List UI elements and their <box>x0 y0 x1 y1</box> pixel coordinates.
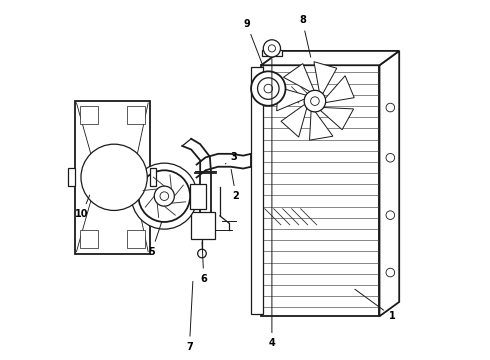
Polygon shape <box>320 108 354 130</box>
Circle shape <box>81 144 147 211</box>
Circle shape <box>386 153 394 162</box>
Text: 6: 6 <box>200 242 207 284</box>
Bar <box>251 67 263 315</box>
Bar <box>261 65 379 316</box>
Circle shape <box>263 40 280 57</box>
Polygon shape <box>277 87 306 111</box>
Circle shape <box>386 103 394 112</box>
Text: 3: 3 <box>225 152 238 164</box>
Bar <box>68 168 74 186</box>
Circle shape <box>139 170 190 222</box>
Bar <box>80 107 98 125</box>
Circle shape <box>304 90 326 112</box>
Polygon shape <box>310 111 333 140</box>
Polygon shape <box>284 64 314 91</box>
Text: 10: 10 <box>75 195 90 219</box>
Text: 7: 7 <box>186 282 193 352</box>
Text: 4: 4 <box>269 59 275 348</box>
Circle shape <box>251 71 286 106</box>
Bar <box>126 107 145 125</box>
Text: 1: 1 <box>355 289 395 321</box>
Polygon shape <box>379 51 399 316</box>
Bar <box>126 230 145 248</box>
Circle shape <box>386 268 394 277</box>
Polygon shape <box>281 104 307 137</box>
Polygon shape <box>314 62 337 94</box>
Circle shape <box>311 97 319 105</box>
Text: 9: 9 <box>244 19 264 68</box>
Circle shape <box>154 186 174 206</box>
Bar <box>150 168 156 186</box>
Polygon shape <box>325 76 354 103</box>
Bar <box>190 184 206 209</box>
Polygon shape <box>261 51 399 65</box>
Circle shape <box>131 163 197 229</box>
Circle shape <box>386 211 394 220</box>
Circle shape <box>160 192 169 201</box>
Circle shape <box>264 84 272 93</box>
Text: 2: 2 <box>231 170 240 201</box>
Text: 5: 5 <box>148 222 162 257</box>
Circle shape <box>269 45 275 52</box>
Bar <box>80 230 98 248</box>
Bar <box>262 50 282 56</box>
Circle shape <box>258 78 279 99</box>
Text: 8: 8 <box>299 15 311 57</box>
Bar <box>74 101 150 253</box>
Circle shape <box>197 249 206 258</box>
Bar <box>191 212 215 239</box>
